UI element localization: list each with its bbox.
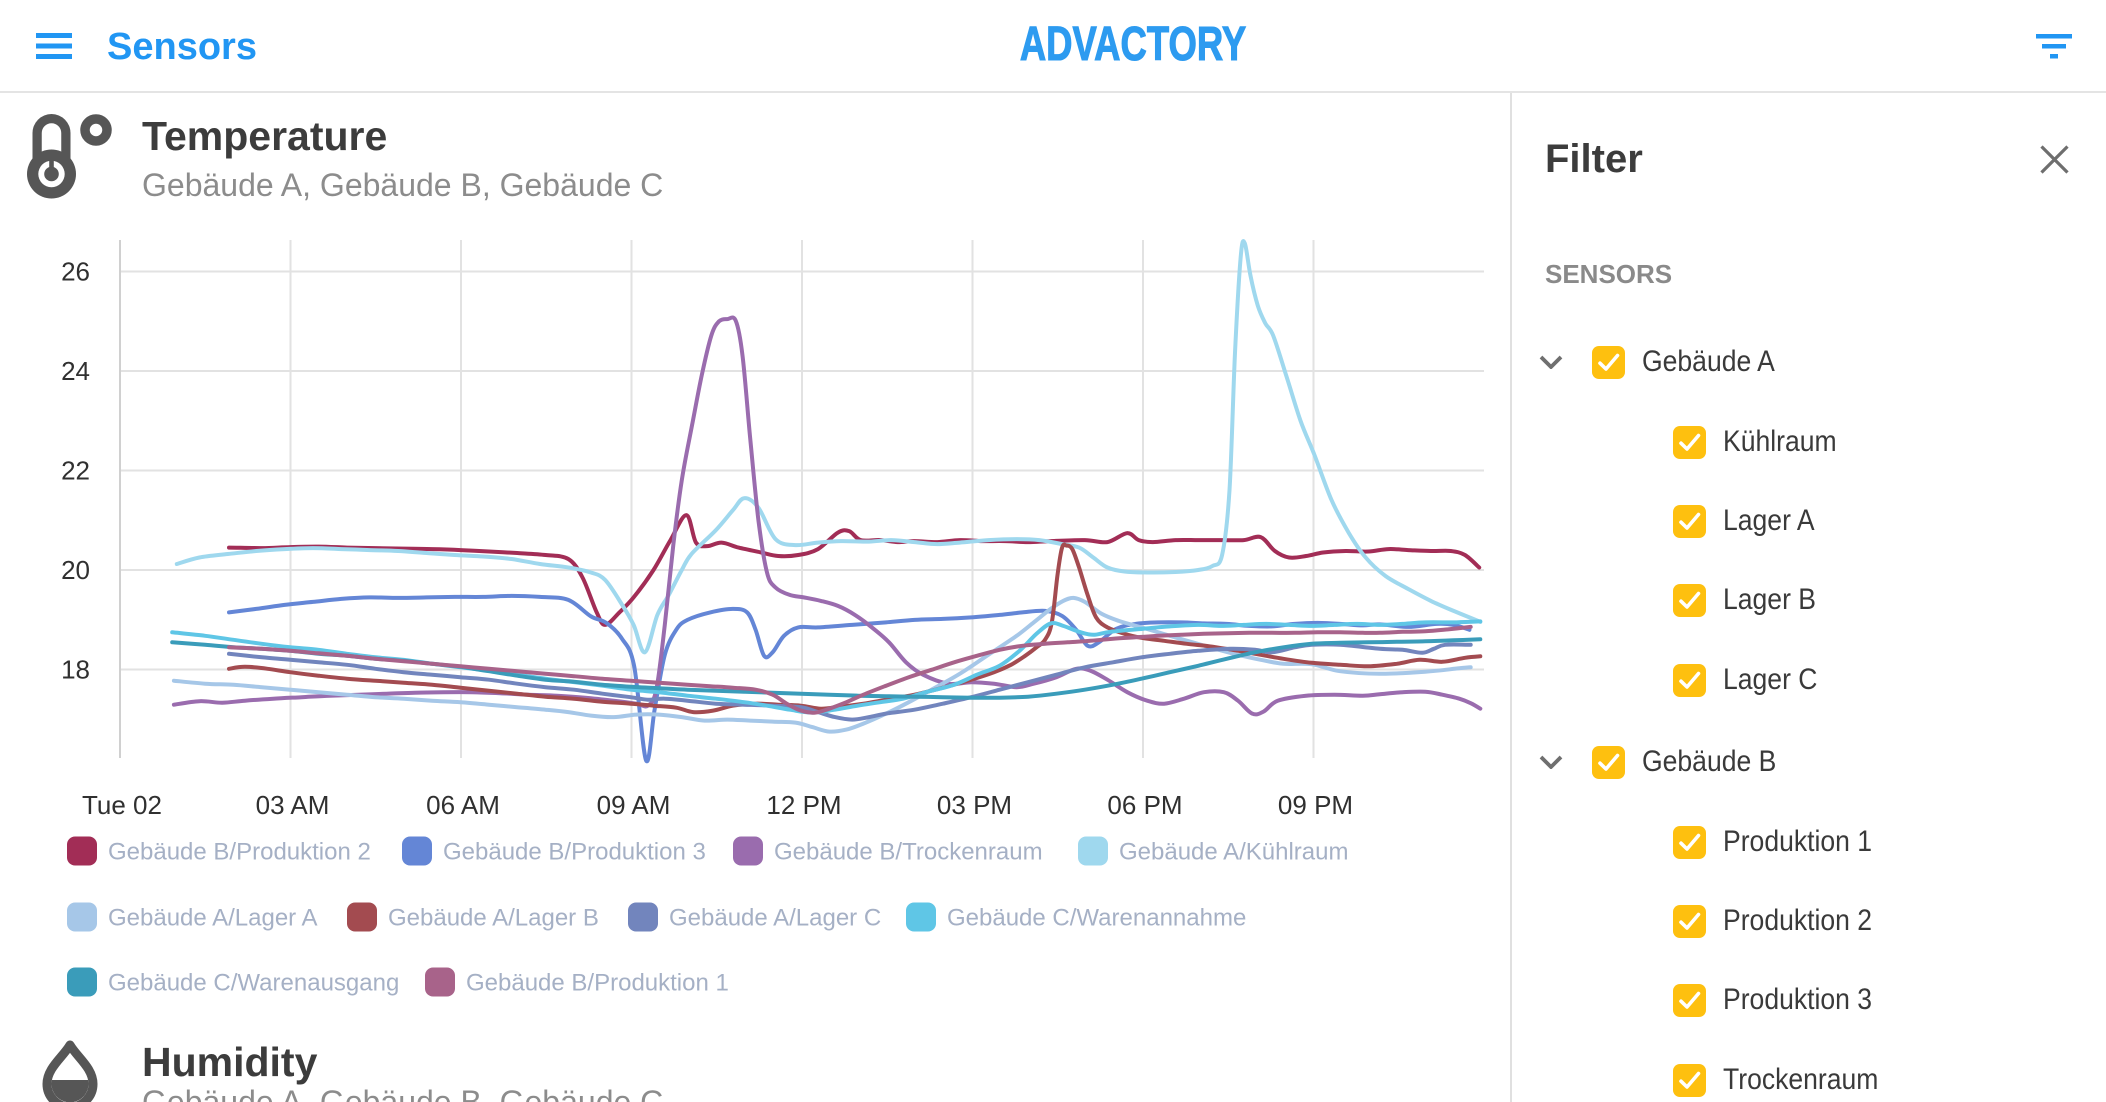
svg-text:Gebäude A, Gebäude B, Gebäude: Gebäude A, Gebäude B, Gebäude C [142,167,663,203]
svg-text:Tue 02: Tue 02 [82,790,162,820]
svg-text:12 PM: 12 PM [766,790,841,820]
svg-text:Gebäude B/Produktion 2: Gebäude B/Produktion 2 [108,839,371,866]
svg-text:03 AM: 03 AM [256,790,330,820]
svg-text:Humidity: Humidity [142,1039,318,1085]
svg-text:20: 20 [61,555,90,585]
svg-text:26: 26 [61,257,90,287]
svg-text:Gebäude B/Trockenraum: Gebäude B/Trockenraum [774,839,1043,866]
svg-text:Gebäude C/Warenannahme: Gebäude C/Warenannahme [947,905,1246,932]
svg-text:Gebäude A/Lager B: Gebäude A/Lager B [388,905,599,932]
svg-text:09 PM: 09 PM [1278,790,1353,820]
svg-text:Gebäude B/Produktion 1: Gebäude B/Produktion 1 [466,970,729,997]
svg-text:Gebäude A/Lager A: Gebäude A/Lager A [108,905,318,932]
svg-text:09 AM: 09 AM [597,790,671,820]
svg-text:Gebäude B/Produktion 3: Gebäude B/Produktion 3 [443,839,706,866]
svg-text:24: 24 [61,356,90,386]
svg-text:06 AM: 06 AM [426,790,500,820]
svg-text:Gebäude C/Warenausgang: Gebäude C/Warenausgang [108,970,399,997]
svg-text:Temperature: Temperature [142,113,387,159]
svg-text:Gebäude A/Kühlraum: Gebäude A/Kühlraum [1119,839,1349,866]
svg-text:18: 18 [61,655,90,685]
svg-text:Gebäude A/Lager C: Gebäude A/Lager C [669,905,881,932]
svg-text:Gebäude A, Gebäude B, Gebäude: Gebäude A, Gebäude B, Gebäude C [142,1084,663,1102]
svg-text:03 PM: 03 PM [937,790,1012,820]
svg-text:22: 22 [61,456,90,486]
svg-text:06 PM: 06 PM [1107,790,1182,820]
